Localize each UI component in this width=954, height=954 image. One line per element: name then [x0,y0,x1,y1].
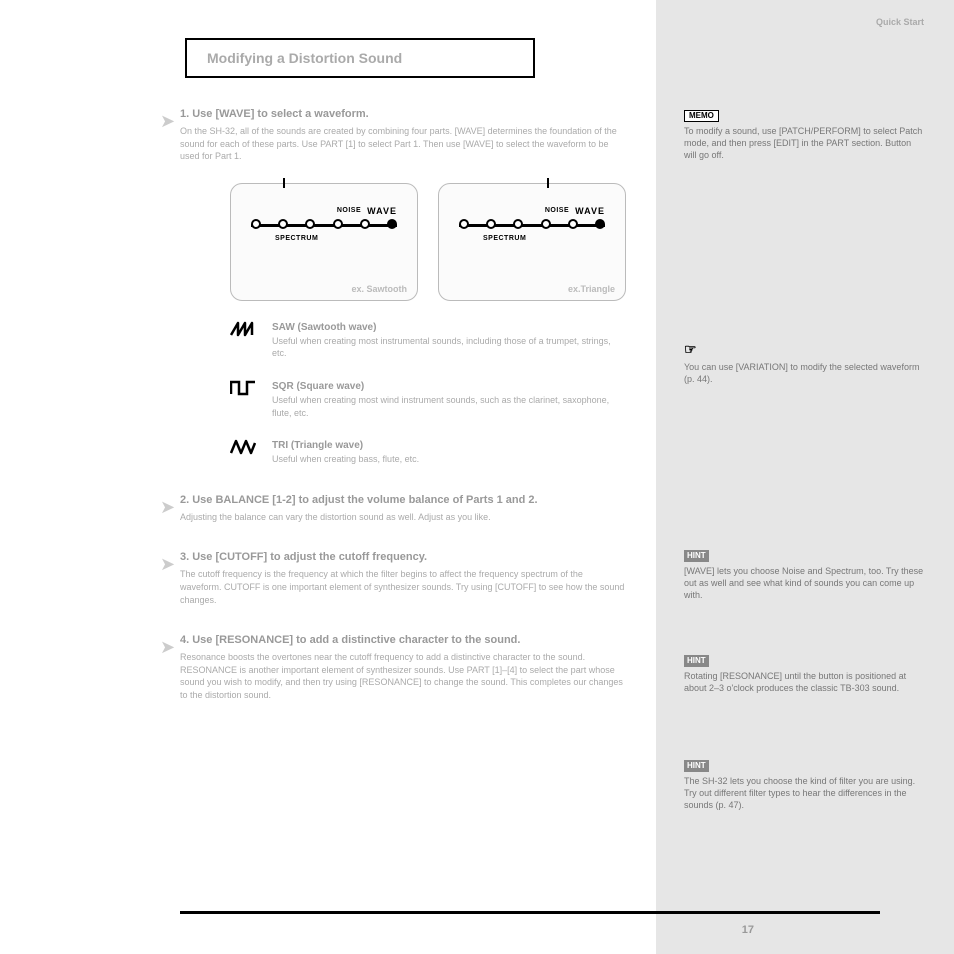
step-arrow-icon: ➤ [160,554,175,575]
footer-rule [180,911,880,914]
waveform-saw: SAW (Sawtooth wave) Useful when creating… [230,321,626,360]
sqr-desc: Useful when creating most wind instrumen… [272,395,609,418]
hint-icon: HINT [684,760,709,772]
step-1: ➤ 1. Use [WAVE] to select a waveform. On… [180,108,626,466]
step-1-head: 1. Use [WAVE] to select a waveform. [180,108,626,120]
step-4-head: 4. Use [RESONANCE] to add a distinctive … [180,634,626,646]
waveform-sqr: SQR (Square wave) Useful when creating m… [230,380,626,419]
noise-label: NOISE [337,207,361,214]
breadcrumb: Quick Start [876,17,924,29]
sidebar-note-text: Rotating [RESONANCE] until the button is… [684,671,924,694]
saw-title: SAW (Sawtooth wave) [272,322,376,333]
triangle-icon [230,439,258,459]
sidebar: Quick Start MEMO To modify a sound, use [… [656,0,954,954]
sidebar-note-text: To modify a sound, use [PATCH/PERFORM] t… [684,126,924,161]
step-1-body: On the SH-32, all of the sounds are crea… [180,125,626,163]
wave-label: WAVE [367,206,397,216]
step-2-head: 2. Use BALANCE [1-2] to adjust the volum… [180,494,626,506]
step-3-head: 3. Use [CUTOFF] to adjust the cutoff fre… [180,551,626,563]
step-arrow-icon: ➤ [160,497,175,518]
sidebar-note: HINT Rotating [RESONANCE] until the butto… [684,655,924,695]
step-2: ➤ 2. Use BALANCE [1-2] to adjust the vol… [180,494,626,524]
sidebar-note-text: You can use [VARIATION] to modify the se… [684,362,924,385]
tri-desc: Useful when creating bass, flute, etc. [272,454,419,464]
wave-panel-triangle: NOISE WAVE SPECTRUM ex.Triangle [438,183,626,301]
hint-icon: HINT [684,550,709,562]
hint-icon: HINT [684,655,709,667]
sidebar-note: HINT [WAVE] lets you choose Noise and Spe… [684,550,924,601]
saw-icon [230,321,258,341]
step-2-body: Adjusting the balance can vary the disto… [180,511,626,524]
pointer-icon: ☞ [684,341,697,357]
main-column: Modifying a Distortion Sound ➤ 1. Use [W… [0,0,656,954]
panel-1-label: ex. Sawtooth [351,284,407,294]
step-3-body: The cutoff frequency is the frequency at… [180,568,626,606]
spectrum-label: SPECTRUM [275,235,318,242]
page-number: 17 [742,924,754,936]
tri-title: TRI (Triangle wave) [272,440,363,451]
waveform-list: SAW (Sawtooth wave) Useful when creating… [230,321,626,466]
saw-desc: Useful when creating most instrumental s… [272,336,611,359]
sqr-title: SQR (Square wave) [272,381,364,392]
sidebar-note: ☞ You can use [VARIATION] to modify the s… [684,340,924,386]
panel-2-label: ex.Triangle [568,284,615,294]
wave-panels: NOISE WAVE SPECTRUM ex. Sawtooth [230,183,626,301]
sidebar-note: HINT The SH-32 lets you choose the kind o… [684,760,924,811]
step-3: ➤ 3. Use [CUTOFF] to adjust the cutoff f… [180,551,626,606]
step-4: ➤ 4. Use [RESONANCE] to add a distinctiv… [180,634,626,701]
waveform-tri: TRI (Triangle wave) Useful when creating… [230,439,626,466]
memo-icon: MEMO [684,110,719,122]
wave-panel-sawtooth: NOISE WAVE SPECTRUM ex. Sawtooth [230,183,418,301]
sidebar-note: MEMO To modify a sound, use [PATCH/PERFOR… [684,110,924,161]
step-4-body: Resonance boosts the overtones near the … [180,651,626,701]
square-icon [230,380,258,400]
step-arrow-icon: ➤ [160,111,175,132]
sidebar-note-text: [WAVE] lets you choose Noise and Spectru… [684,566,924,601]
sidebar-note-text: The SH-32 lets you choose the kind of fi… [684,776,924,811]
section-heading: Modifying a Distortion Sound [185,38,535,78]
step-arrow-icon: ➤ [160,637,175,658]
